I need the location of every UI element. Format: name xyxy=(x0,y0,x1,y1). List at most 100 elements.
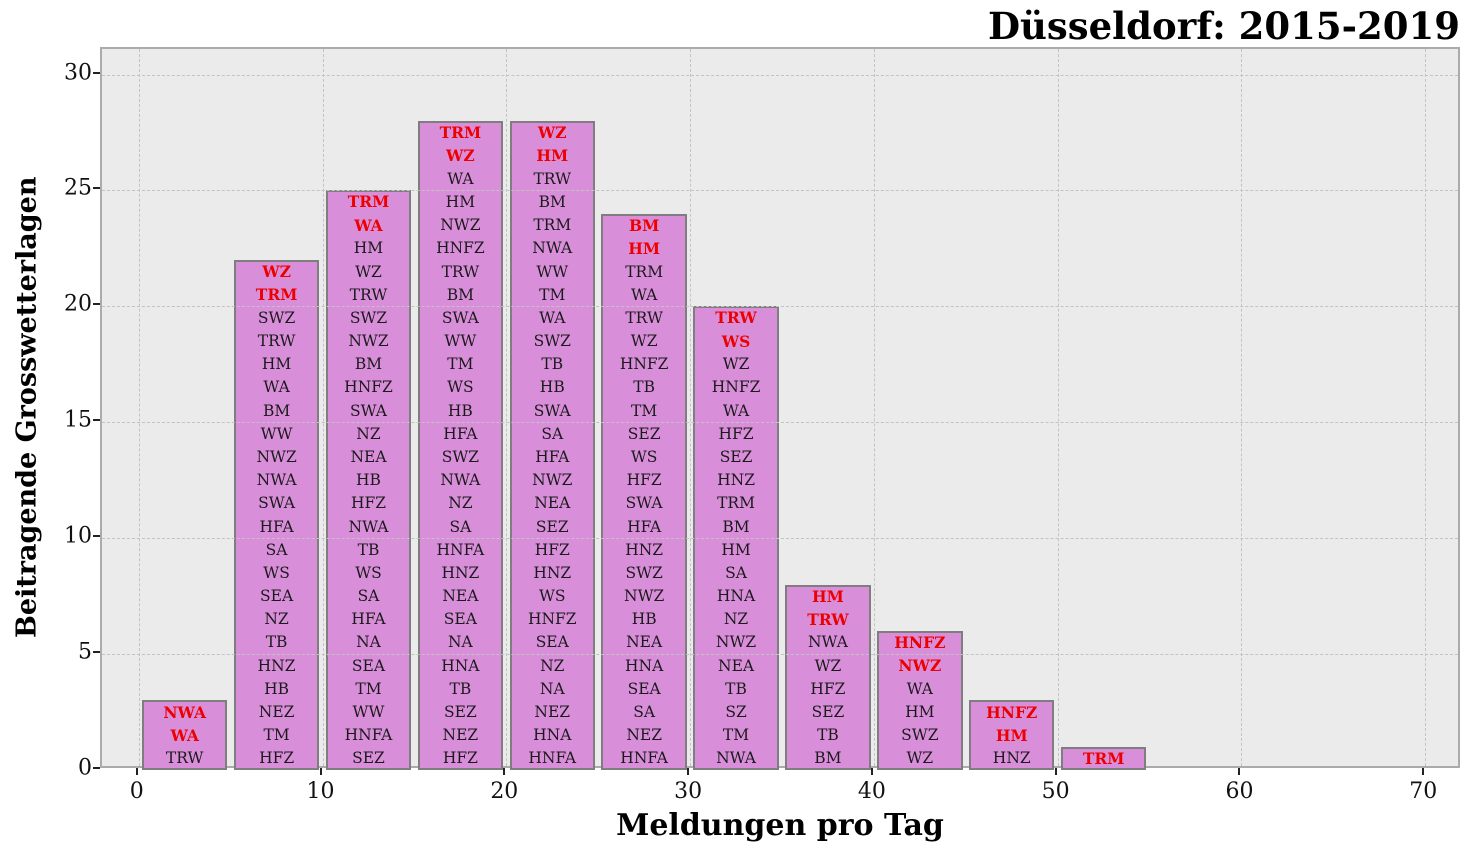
bar-label: TM xyxy=(631,401,658,420)
bar-label: SA xyxy=(541,424,564,443)
bar-label-highlighted: NWA xyxy=(163,702,206,722)
bar-label: HM xyxy=(445,192,476,211)
gridline-horizontal xyxy=(102,538,1458,540)
y-tick-label: 30 xyxy=(64,60,92,85)
bar-label: WA xyxy=(906,679,933,698)
y-tick-label: 15 xyxy=(64,407,92,433)
bar-label: NWA xyxy=(440,471,481,490)
bar-label: TRM xyxy=(625,262,664,281)
bar-label: TM xyxy=(447,355,474,374)
bar-label: HNFZ xyxy=(436,239,485,258)
bar-label: WZ xyxy=(355,262,382,281)
x-tick-label: 0 xyxy=(129,779,144,804)
bar-label: WS xyxy=(263,563,290,582)
y-tick-label: 5 xyxy=(78,639,92,665)
bar-label: HFZ xyxy=(718,424,754,443)
x-tick-mark xyxy=(687,768,690,775)
gridline-vertical xyxy=(690,49,692,766)
bar-label: HNFA xyxy=(436,540,485,559)
bar-label: SEZ xyxy=(535,517,569,536)
histogram-bar xyxy=(785,584,871,770)
gridline-horizontal xyxy=(102,190,1458,192)
bar-label: TRM xyxy=(533,216,572,235)
bar-label: HB xyxy=(447,401,473,420)
bar-label: NEZ xyxy=(258,703,295,722)
bar-label: TB xyxy=(357,540,380,559)
bar-label: NA xyxy=(447,633,473,652)
bar-label: NWA xyxy=(532,239,573,258)
bar-label: WA xyxy=(630,285,658,304)
bar-label: WZ xyxy=(814,656,842,675)
bar-label-highlighted: TRM xyxy=(439,122,482,142)
bar-label: SEZ xyxy=(627,424,661,443)
x-tick-mark xyxy=(1422,768,1425,775)
chart-title: Düsseldorf: 2015-2019 xyxy=(987,4,1460,48)
bar-label-highlighted: WA xyxy=(354,215,383,235)
bar-label: HNA xyxy=(441,656,480,675)
bar-label: SWZ xyxy=(901,726,939,745)
bar-label: HNA xyxy=(625,656,664,675)
bar-label: BM xyxy=(538,192,566,211)
bar-label: TB xyxy=(449,679,472,698)
bar-label: SWA xyxy=(441,308,479,327)
histogram-bar xyxy=(969,700,1055,770)
bar-label: TM xyxy=(722,726,750,745)
bar-label: HNZ xyxy=(625,540,664,559)
bar-label: HNZ xyxy=(533,563,572,582)
bar-label: HNFA xyxy=(528,749,577,768)
bar-label: WS xyxy=(447,378,474,397)
bar-label: SWZ xyxy=(349,308,388,327)
bar-label: TB xyxy=(725,679,747,698)
bar-label: NEA xyxy=(350,448,387,466)
bar-label: HM xyxy=(721,540,751,559)
y-tick-label: 10 xyxy=(64,523,92,549)
bar-label: WZ xyxy=(722,355,750,374)
bar-label: NWA xyxy=(256,471,297,490)
bar-label: SWA xyxy=(625,494,663,513)
bar-label: WA xyxy=(539,308,566,327)
bar-label: HM xyxy=(353,239,384,258)
bar-label: NWZ xyxy=(624,587,665,606)
bar-label: NEA xyxy=(534,494,571,513)
bar-label: WW xyxy=(536,262,569,281)
x-tick-mark xyxy=(319,768,322,775)
x-tick-mark xyxy=(503,768,506,775)
bar-label: WA xyxy=(447,169,474,188)
bar-label: HNA xyxy=(716,587,756,606)
y-tick-mark xyxy=(93,535,100,538)
histogram-bar xyxy=(233,259,320,770)
histogram-bar xyxy=(509,120,595,770)
bar-label: WW xyxy=(444,332,477,351)
gridline-vertical xyxy=(322,49,324,766)
bar-label: TRW xyxy=(257,332,296,351)
bar-label: SA xyxy=(449,517,472,536)
gridline-horizontal xyxy=(102,74,1458,76)
bar-label: SEA xyxy=(535,633,569,652)
bar-label-highlighted: HNFZ xyxy=(894,632,946,652)
histogram-bar xyxy=(1060,746,1147,770)
gridline-vertical xyxy=(506,49,508,766)
bar-label: NWA xyxy=(807,633,848,652)
bar-label: HFZ xyxy=(626,471,662,490)
bar-label: SEZ xyxy=(444,703,477,722)
x-tick-label: 40 xyxy=(857,779,886,804)
bar-label: WW xyxy=(260,424,293,443)
bar-label: BM xyxy=(814,749,842,768)
bar-label: SWZ xyxy=(441,448,480,466)
bar-label: HB xyxy=(264,679,290,698)
bar-label: HFZ xyxy=(350,494,386,513)
bar-label: WS xyxy=(630,448,658,466)
bar-label: HNFA xyxy=(620,749,668,768)
bar-label-highlighted: TRW xyxy=(715,308,757,328)
y-tick-mark xyxy=(93,187,100,190)
bar-label-highlighted: WA xyxy=(170,725,199,745)
bar-label: HFA xyxy=(259,517,294,536)
bar-label-highlighted: TRM xyxy=(255,285,298,305)
bar-label: NWZ xyxy=(532,471,573,490)
bar-label: WA xyxy=(263,378,290,397)
bar-label: SWZ xyxy=(257,308,296,327)
bar-label: WZ xyxy=(630,332,658,351)
bar-label: NEZ xyxy=(534,703,571,722)
bar-label-highlighted: TRW xyxy=(807,609,849,629)
